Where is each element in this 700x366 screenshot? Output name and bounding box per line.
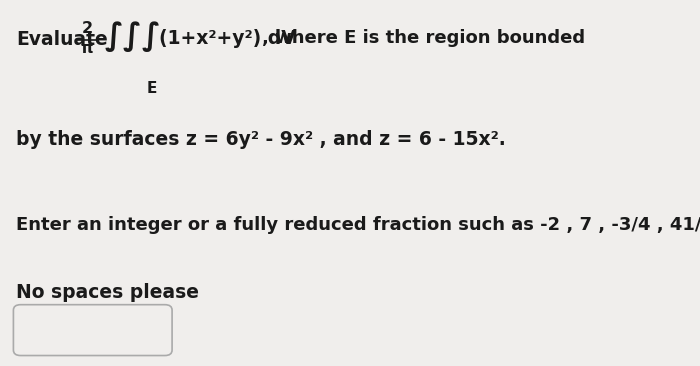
Text: (1+x²+y²) dV: (1+x²+y²) dV <box>159 29 295 48</box>
Text: ∫: ∫ <box>141 21 160 52</box>
Text: , where E is the region bounded: , where E is the region bounded <box>262 29 585 46</box>
FancyBboxPatch shape <box>13 305 172 355</box>
Text: Enter an integer or a fully reduced fraction such as -2 , 7 , -3/4 , 41/7 etc.: Enter an integer or a fully reduced frac… <box>16 216 700 234</box>
Text: π: π <box>80 41 93 56</box>
Text: E: E <box>147 81 158 96</box>
Text: No spaces please: No spaces please <box>16 283 199 302</box>
Text: 2: 2 <box>81 21 92 36</box>
Text: ∫: ∫ <box>123 21 141 52</box>
Text: by the surfaces z = 6y² - 9x² , and z = 6 - 15x².: by the surfaces z = 6y² - 9x² , and z = … <box>16 130 505 149</box>
Text: Evaluate: Evaluate <box>16 30 108 49</box>
Text: ∫: ∫ <box>105 21 123 52</box>
